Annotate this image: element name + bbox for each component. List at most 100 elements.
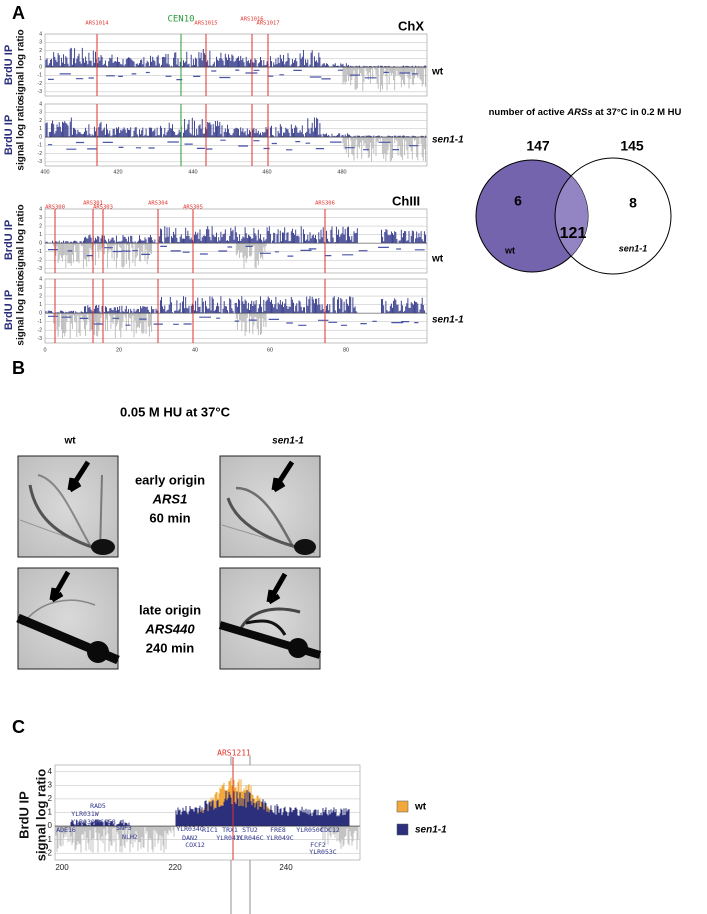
y-tick-label: 1 <box>39 126 42 132</box>
y-tick-label: 1 <box>39 302 42 308</box>
y-tick-label: 1 <box>39 56 42 62</box>
y-tick-label: 2 <box>48 794 53 803</box>
gel-spot <box>91 539 115 555</box>
y-tick-label: -3 <box>38 266 43 272</box>
y-axis-label: signal log ratio <box>16 204 27 275</box>
column-label: sen1-1 <box>272 436 304 447</box>
x-tick-label: 60 <box>267 347 273 353</box>
venn-circle <box>554 157 672 275</box>
gene-label: RAD5 <box>90 802 106 810</box>
origin-kind: early origin <box>135 472 205 487</box>
arrow <box>271 460 295 493</box>
x-tick-label: 460 <box>262 169 271 175</box>
gel-spot <box>87 641 109 663</box>
x-tick-label: 420 <box>113 169 122 175</box>
gene-annotation <box>48 315 419 326</box>
gel-image <box>16 567 120 670</box>
y-tick-label: -1 <box>38 249 43 255</box>
gene-label: YLR046C <box>236 834 263 842</box>
y-axis-label: BrdU IP <box>3 115 15 155</box>
y-tick-label: 2 <box>39 223 42 229</box>
panel-label: B <box>12 358 25 378</box>
signal-texture <box>45 226 426 244</box>
ars-label: ARS300 <box>45 205 65 211</box>
gel-arc <box>235 486 294 546</box>
ars-label: ARS305 <box>183 205 203 211</box>
venn-title-part: ARSs <box>566 107 592 118</box>
y-tick-label: 0 <box>39 310 42 316</box>
y-tick-label: -1 <box>45 835 53 844</box>
gene-label: YLR042C <box>216 834 243 842</box>
ars-label: CEN10 <box>167 15 194 25</box>
gel-arc <box>99 474 103 553</box>
gel-arc <box>37 474 91 546</box>
gene-label: YLR031W <box>71 810 98 818</box>
venn-title: number of active ARSs at 37°C in 0.2 M H… <box>489 107 682 118</box>
signal-texture <box>45 296 426 314</box>
arrow <box>67 460 91 493</box>
gene-label: DAN2 <box>182 834 198 842</box>
panel-title: 0.05 M HU at 37°C <box>120 404 231 419</box>
y-axis-label: signal log ratio <box>16 274 27 345</box>
gene-label: RIC1 <box>202 826 218 834</box>
y-tick-label: 0 <box>39 134 42 140</box>
y-tick-label: 1 <box>39 232 42 238</box>
gene-label: ADE16 <box>56 826 76 834</box>
y-tick-label: 0 <box>48 821 53 830</box>
y-tick-label: -2 <box>38 151 43 157</box>
venn-set-label: wt <box>504 245 515 255</box>
origin-ars: ARS1 <box>152 491 188 506</box>
venn-overlap <box>555 160 588 272</box>
time-label: 240 min <box>146 640 194 655</box>
venn-count: 145 <box>620 138 644 154</box>
y-axis-label: signal log ratio <box>33 769 48 862</box>
venn-count: 6 <box>514 193 522 209</box>
ars-label: ARS1211 <box>217 749 251 758</box>
gene-label: YLR053C <box>309 848 336 856</box>
gene-label: TRX1 <box>222 826 238 834</box>
y-tick-label: 4 <box>39 206 42 212</box>
origin-kind: late origin <box>139 602 201 617</box>
gene-label: YLR034C <box>176 825 203 833</box>
gene-label: YLR050C <box>296 826 323 834</box>
y-tick-label: 4 <box>39 101 42 107</box>
gene-label: STU2 <box>242 826 258 834</box>
strain-label: sen1-1 <box>432 315 464 326</box>
gel-image <box>17 455 119 558</box>
gel-spot <box>288 638 308 658</box>
gene-label: NLH2 <box>122 833 138 841</box>
y-tick-label: 3 <box>39 110 42 116</box>
y-axis-label: signal log ratio <box>16 29 27 100</box>
venn-count: 8 <box>629 195 637 211</box>
y-tick-label: 3 <box>39 40 42 46</box>
y-tick-label: 3 <box>39 285 42 291</box>
arrow <box>49 570 71 603</box>
gene-label: RSC58 <box>96 818 116 826</box>
gene-annotation <box>48 69 418 81</box>
ars-label: ARS1016 <box>240 17 263 23</box>
gene-label: FCF2 <box>310 841 326 849</box>
y-axis-label: BrdU IP <box>3 220 15 260</box>
venn-title-part: number of active <box>489 107 568 118</box>
legend-label: sen1-1 <box>415 825 447 836</box>
y-tick-label: 2 <box>39 118 42 124</box>
ars-label: ARS1014 <box>85 21 109 27</box>
y-tick-label: 3 <box>39 215 42 221</box>
signal-texture <box>55 826 359 853</box>
x-tick-label: 80 <box>343 347 349 353</box>
y-tick-label: 0 <box>39 64 42 70</box>
ars-label: ARS303 <box>93 205 113 211</box>
ars-label: ARS306 <box>315 201 335 207</box>
arrow <box>266 572 288 605</box>
y-tick-label: 0 <box>39 240 42 246</box>
strain-label: wt <box>431 254 444 265</box>
legend-label: wt <box>414 802 427 813</box>
gene-label: FRE8 <box>270 826 286 834</box>
y-tick-label: -2 <box>45 848 53 857</box>
y-axis-label: BrdU IP <box>3 45 15 85</box>
x-tick-label: 240 <box>279 863 293 872</box>
ars-label: ARS1015 <box>194 21 217 27</box>
origin-ars: ARS440 <box>144 621 195 636</box>
signal-texture <box>70 790 350 827</box>
